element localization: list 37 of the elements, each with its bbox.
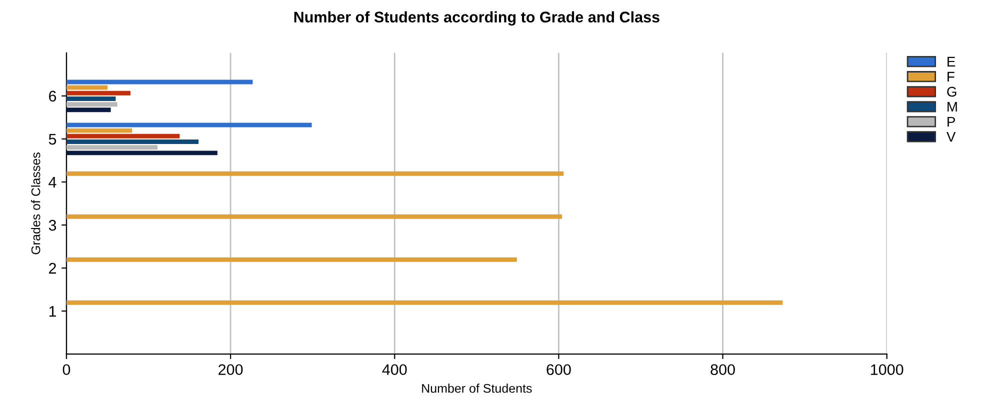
x-tick-label: 800	[710, 364, 735, 376]
x-tick-label: 1000	[871, 364, 904, 376]
x-axis-title: Number of Students	[422, 384, 532, 393]
bar	[66, 300, 783, 305]
bar	[66, 257, 517, 262]
bar	[66, 134, 180, 138]
legend-label: P	[948, 117, 955, 127]
legend-label: E	[948, 56, 956, 66]
bar	[66, 85, 108, 90]
bar	[66, 171, 564, 176]
bar	[66, 140, 199, 144]
legend-label: V	[946, 132, 956, 142]
x-tick-label: 600	[546, 364, 571, 376]
y-tick-label: 2	[49, 262, 56, 274]
y-tick-label: 4	[48, 177, 56, 188]
y-tick-label: 3	[48, 220, 56, 231]
bar	[66, 150, 218, 156]
legend-label: M	[948, 102, 957, 112]
bar	[66, 214, 562, 219]
legend-label: G	[947, 86, 956, 97]
x-tick-label: 0	[62, 364, 70, 376]
bar	[66, 96, 116, 101]
bar	[66, 145, 158, 150]
x-tick-label: 400	[382, 364, 407, 376]
legend-label: F	[948, 72, 954, 82]
y-tick-label: 6	[49, 90, 56, 102]
bar	[66, 90, 130, 96]
bar	[66, 108, 111, 112]
chart-title: Number of Students according to Grade and Class	[294, 11, 660, 26]
y-tick-label: 1	[49, 306, 56, 317]
bar	[66, 128, 132, 133]
y-tick-label: 5	[48, 134, 56, 145]
x-tick-label: 200	[218, 364, 243, 376]
bar	[66, 102, 118, 107]
bar	[66, 122, 312, 128]
y-axis-title: Grades of Classes	[31, 152, 40, 254]
bar	[66, 80, 253, 84]
